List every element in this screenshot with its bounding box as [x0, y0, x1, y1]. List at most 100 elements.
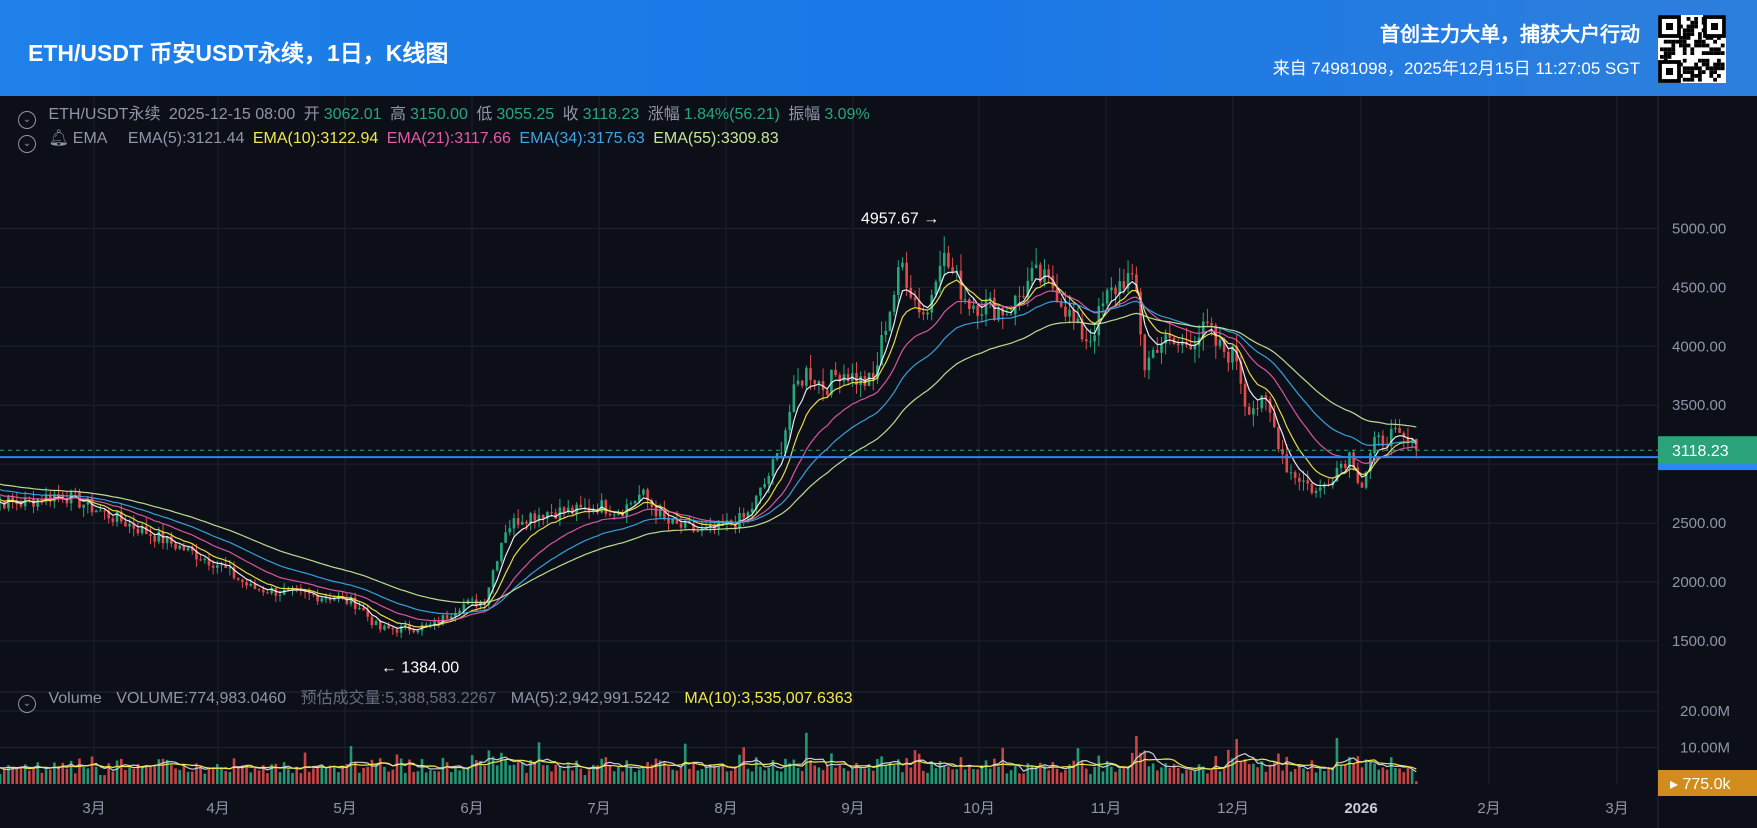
candle-body — [658, 509, 662, 517]
volume-bar — [475, 760, 478, 784]
candle-body — [1310, 483, 1314, 494]
candle-body — [984, 299, 988, 315]
volume-bar — [1147, 766, 1151, 784]
time-tick-label: 3月 — [82, 800, 105, 817]
candle-body — [537, 514, 541, 521]
volume-bar — [855, 762, 858, 784]
volume-bar — [7, 765, 10, 784]
candle-body — [11, 496, 14, 501]
volume-bar — [48, 769, 52, 784]
volume-bar — [249, 772, 253, 784]
volume-bar — [186, 771, 190, 784]
volume-bar — [483, 765, 486, 784]
candle-body — [40, 499, 44, 503]
volume-bar — [926, 772, 929, 784]
candle-body — [917, 300, 921, 313]
volume-bar — [1352, 763, 1355, 784]
candle-body — [696, 531, 700, 533]
volume-bar — [934, 768, 938, 784]
volume-bar — [997, 766, 1000, 784]
candle-body — [1193, 345, 1197, 350]
volume-bar — [295, 766, 298, 784]
volume-bar — [115, 760, 119, 784]
volume-tick-label: 20.00M — [1680, 703, 1730, 720]
volume-bar — [587, 770, 591, 784]
candle-body — [186, 547, 190, 551]
candle-body — [1281, 449, 1284, 455]
candle-body — [1343, 463, 1347, 468]
volume-bar — [1343, 764, 1347, 784]
volume-bar — [1151, 763, 1155, 784]
candle-body — [566, 507, 570, 513]
collapse-icon[interactable]: ⌄ — [18, 695, 36, 713]
candle-body — [1218, 339, 1222, 346]
volume-bar — [1001, 747, 1005, 784]
candle-body — [1168, 334, 1172, 338]
volume-bar — [412, 771, 415, 784]
candle-body — [621, 513, 624, 517]
volume-bar — [374, 763, 378, 784]
volume-bar — [153, 765, 156, 784]
candle-body — [1026, 280, 1030, 298]
volume-bar — [1139, 752, 1142, 784]
volume-bar — [571, 770, 574, 784]
volume-bar — [754, 757, 758, 784]
volume-bar — [165, 759, 169, 784]
candle-body — [1264, 395, 1268, 399]
qr-code-icon[interactable] — [1658, 15, 1726, 83]
volume-bar — [1389, 757, 1393, 784]
volume-tag — [1658, 770, 1757, 796]
candle-body — [817, 381, 821, 384]
volume-bar — [742, 747, 746, 784]
candle-body — [750, 508, 754, 513]
volume-bar — [111, 771, 115, 784]
candle-body — [345, 597, 349, 604]
candle-body — [86, 498, 90, 505]
volume-bar — [713, 764, 716, 784]
candle-body — [320, 598, 324, 602]
volume-bar — [938, 761, 942, 784]
volume-bar — [433, 770, 436, 784]
candle-body — [1318, 487, 1322, 491]
volume-bar — [846, 770, 850, 784]
candle-body — [383, 625, 386, 630]
bell-icon[interactable]: 🔔︎ — [48, 130, 69, 147]
volume-bar — [759, 766, 762, 784]
volume-bar — [383, 766, 386, 784]
candle-body — [859, 376, 862, 385]
candle-body — [115, 511, 119, 522]
grid — [0, 96, 1659, 828]
candle-body — [491, 570, 495, 588]
volume-bar — [708, 764, 712, 784]
candle-body — [1093, 335, 1096, 342]
volume-bar — [107, 763, 111, 784]
volume-bar — [90, 756, 94, 784]
candlestick-chart[interactable]: 1500.002000.002500.003000.003500.004000.… — [0, 96, 1757, 828]
candle-body — [333, 598, 336, 601]
volume-bar — [1314, 772, 1318, 784]
collapse-icon[interactable]: ⌄ — [18, 135, 36, 153]
volume-bar — [575, 760, 578, 784]
volume-bar — [1247, 764, 1251, 784]
volume-bar — [579, 768, 583, 784]
volume-bar — [834, 767, 837, 784]
candle-body — [207, 559, 211, 566]
volume-bar — [880, 756, 883, 784]
candle-body — [612, 514, 616, 516]
volume-bar — [1310, 760, 1314, 784]
volume-bar — [913, 750, 917, 784]
candle-body — [529, 513, 532, 524]
volume-bar — [888, 762, 892, 784]
volume-bar — [763, 770, 766, 784]
candle-body — [149, 534, 152, 537]
time-tick-label: 2026 — [1344, 800, 1377, 817]
volume-bar — [658, 760, 662, 784]
candle-body — [1339, 463, 1343, 468]
candle-body — [671, 518, 674, 524]
candle-body — [947, 252, 950, 268]
volume-bar — [951, 769, 954, 784]
volume-bar — [692, 762, 695, 784]
candle-body — [316, 595, 319, 602]
collapse-icon[interactable]: ⌄ — [18, 111, 36, 129]
candle-body — [1222, 339, 1226, 352]
